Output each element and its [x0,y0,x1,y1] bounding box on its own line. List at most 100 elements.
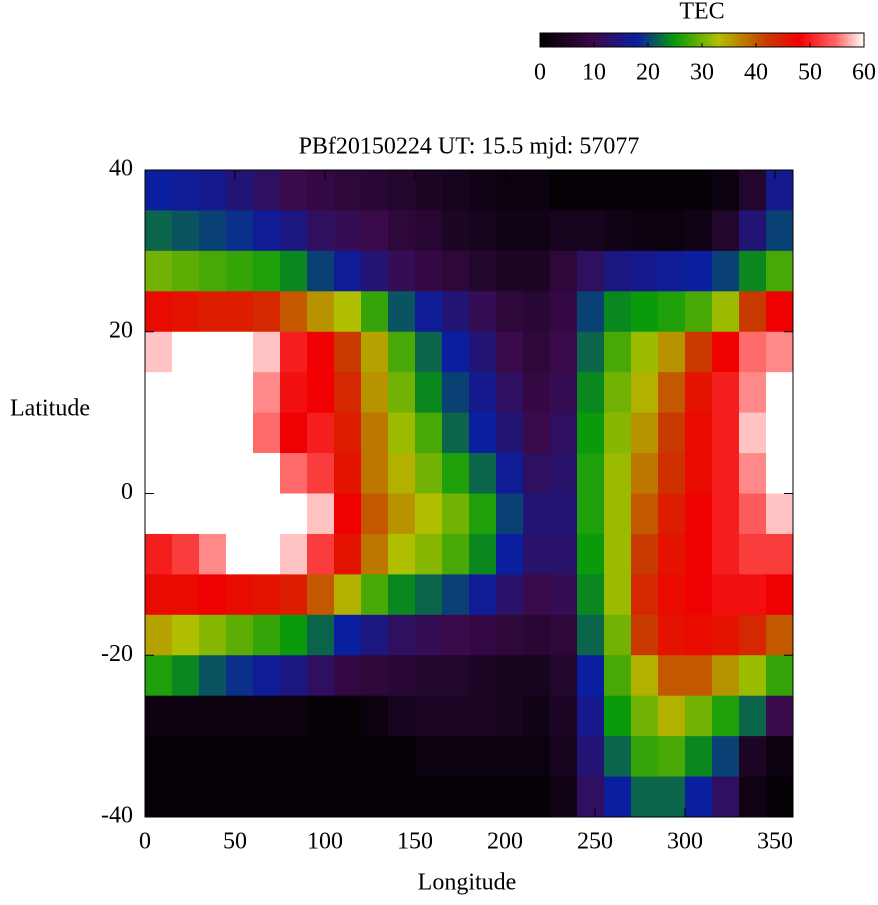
heatmap-cell [658,372,686,414]
heatmap-cell [577,412,605,454]
heatmap-cell [496,695,524,737]
heatmap-cell [334,372,362,414]
heatmap-cell [361,170,389,211]
heatmap-cell [442,250,470,292]
x-tick-label: 300 [667,829,703,855]
heatmap-cell [631,655,659,697]
heatmap-cell [766,493,794,535]
heatmap-cell [361,533,389,575]
y-tick-label: -20 [101,641,133,667]
heatmap-cell [226,493,254,535]
colorbar-label: TEC [679,0,724,25]
heatmap-cell [253,655,281,697]
heatmap-cell [631,736,659,778]
heatmap-cell [658,210,686,252]
heatmap-cell [415,533,443,575]
heatmap-cell [226,736,254,778]
heatmap-cell [199,170,227,211]
heatmap-cell [307,655,335,697]
heatmap-cell [199,331,227,373]
heatmap-cell [253,331,281,373]
heatmap-cell [739,655,767,697]
heatmap-cell [550,655,578,697]
heatmap-cell [280,574,308,616]
heatmap-cell [172,331,200,373]
heatmap-cell [415,695,443,737]
heatmap-cell [388,574,416,616]
heatmap-cell [496,655,524,697]
heatmap-cell [361,210,389,252]
heatmap-cell [739,412,767,454]
heatmap-cell [766,291,794,333]
heatmap-cell [334,331,362,373]
heatmap-cell [442,331,470,373]
heatmap-cell [577,776,605,818]
heatmap-cell [496,614,524,656]
heatmap-cell [442,493,470,535]
heatmap-cell [523,412,551,454]
heatmap-cell [496,331,524,373]
heatmap-cell [766,453,794,494]
heatmap-cell [388,655,416,697]
heatmap-cell [334,291,362,333]
heatmap-cell [199,291,227,333]
heatmap-cell [739,170,767,211]
heatmap-cell [226,655,254,697]
heatmap-cell [199,695,227,737]
heatmap-cell [631,614,659,656]
heatmap-cell [280,250,308,292]
heatmap-cell [658,614,686,656]
heatmap-cell [226,250,254,292]
heatmap-cell [199,453,227,494]
heatmap-cell [334,614,362,656]
heatmap-cell [604,453,632,494]
heatmap-cell [496,736,524,778]
heatmap-cell [712,331,740,373]
heatmap-cell [604,776,632,818]
heatmap-cell [307,331,335,373]
heatmap-cell [226,574,254,616]
heatmap-cell [415,453,443,494]
colorbar-tick-label: 50 [798,60,822,86]
heatmap-cell [280,331,308,373]
heatmap-cell [550,170,578,211]
heatmap-cell [253,170,281,211]
heatmap-cell [739,372,767,414]
heatmap-cell [307,291,335,333]
heatmap-cell [442,655,470,697]
heatmap-cell [469,331,497,373]
heatmap-cell [388,250,416,292]
heatmap-cell [145,614,173,656]
heatmap-cell [280,695,308,737]
heatmap-cell [496,170,524,211]
heatmap-cell [523,170,551,211]
heatmap-cell [577,453,605,494]
heatmap-cell [145,412,173,454]
heatmap-cell [712,695,740,737]
heatmap-cell [280,776,308,818]
heatmap-cell [469,210,497,252]
heatmap-cell [523,250,551,292]
heatmap-cell [442,533,470,575]
heatmap-cell [496,291,524,333]
heatmap-cell [631,331,659,373]
heatmap-cell [685,533,713,575]
heatmap-cell [442,776,470,818]
heatmap-cell [415,614,443,656]
heatmap-cell [712,655,740,697]
heatmap-cell [739,291,767,333]
heatmap-cell [739,210,767,252]
heatmap-cell [172,412,200,454]
heatmap-cell [334,736,362,778]
heatmap-cell [145,574,173,616]
heatmap-cell [712,614,740,656]
heatmap-cell [280,412,308,454]
heatmap-cell [577,533,605,575]
heatmap-cell [280,210,308,252]
heatmap-cell [172,695,200,737]
heatmap-cell [172,372,200,414]
heatmap-cell [280,453,308,494]
heatmap-cell [442,614,470,656]
heatmap-cell [766,776,794,818]
heatmap-cell [739,533,767,575]
